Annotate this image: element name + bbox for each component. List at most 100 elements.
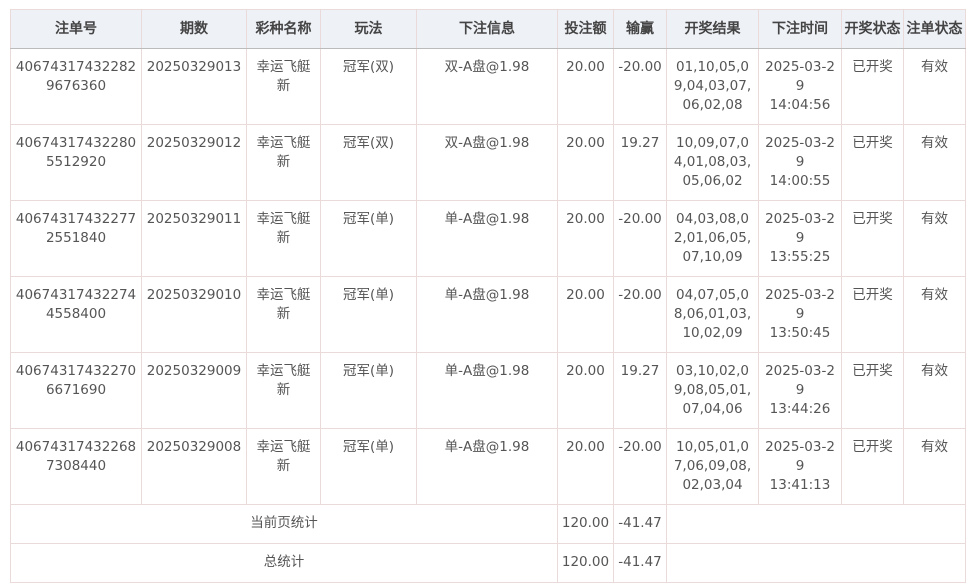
table-row: 406743174322744558400 20250329010 幸运飞艇新 冠军(…: [10, 276, 966, 353]
cell-draw-status: 已开奖: [841, 352, 904, 429]
cell-issue: 20250329013: [141, 48, 247, 125]
cell-order-status: 有效: [903, 428, 966, 505]
cell-bet-info: 双-A盘@1.98: [416, 124, 558, 201]
cell-bet-time: 2025-03-29 14:04:56: [758, 48, 842, 125]
cell-bet-amount: 20.00: [557, 276, 614, 353]
cell-bet-amount: 20.00: [557, 352, 614, 429]
bet-time-value: 13:50:45: [769, 325, 831, 341]
cell-bet-info: 单-A盘@1.98: [416, 276, 558, 353]
cell-bet-time: 2025-03-29 13:55:25: [758, 200, 842, 277]
header-bet-amount: 投注额: [557, 9, 614, 49]
cell-win-loss: -20.00: [613, 428, 667, 505]
header-win-loss: 输赢: [613, 9, 667, 49]
cell-draw-result: 04,03,08,02,01,06,05,07,10,09: [666, 200, 759, 277]
cell-bet-amount: 20.00: [557, 200, 614, 277]
summary-win-loss: -41.47: [613, 504, 667, 544]
table-row: 406743174322687308440 20250329008 幸运飞艇新 冠军(…: [10, 428, 966, 505]
cell-order-id: 406743174322744558400: [10, 276, 142, 353]
cell-order-status: 有效: [903, 48, 966, 125]
table-row: 406743174322805512920 20250329012 幸运飞艇新 冠军(…: [10, 124, 966, 201]
summary-empty: [666, 543, 966, 583]
cell-draw-result: 03,10,02,09,08,05,01,07,04,06: [666, 352, 759, 429]
cell-play-type: 冠军(单): [320, 200, 417, 277]
cell-win-loss: 19.27: [613, 124, 667, 201]
cell-order-status: 有效: [903, 200, 966, 277]
bet-time-value: 13:41:13: [769, 477, 831, 493]
cell-play-type: 冠军(单): [320, 276, 417, 353]
cell-order-id: 406743174322706671690: [10, 352, 142, 429]
cell-play-type: 冠军(双): [320, 124, 417, 201]
header-order-status: 注单状态: [903, 9, 966, 49]
cell-order-id: 406743174322829676360: [10, 48, 142, 125]
cell-draw-result: 10,09,07,04,01,08,03,05,06,02: [666, 124, 759, 201]
cell-draw-status: 已开奖: [841, 428, 904, 505]
cell-lottery-name: 幸运飞艇新: [246, 48, 321, 125]
cell-issue: 20250329011: [141, 200, 247, 277]
cell-bet-time: 2025-03-29 13:50:45: [758, 276, 842, 353]
cell-bet-time: 2025-03-29 13:44:26: [758, 352, 842, 429]
cell-lottery-name: 幸运飞艇新: [246, 352, 321, 429]
bet-date: 2025-03-29: [765, 135, 835, 170]
cell-draw-result: 01,10,05,09,04,03,07,06,02,08: [666, 48, 759, 125]
cell-draw-status: 已开奖: [841, 276, 904, 353]
cell-draw-status: 已开奖: [841, 200, 904, 277]
cell-play-type: 冠军(单): [320, 352, 417, 429]
cell-bet-info: 双-A盘@1.98: [416, 48, 558, 125]
cell-order-id: 406743174322805512920: [10, 124, 142, 201]
summary-row: 当前页统计 120.00 -41.47: [10, 504, 966, 544]
cell-win-loss: 19.27: [613, 352, 667, 429]
cell-bet-info: 单-A盘@1.98: [416, 428, 558, 505]
cell-bet-info: 单-A盘@1.98: [416, 352, 558, 429]
cell-draw-status: 已开奖: [841, 48, 904, 125]
bet-time-value: 14:04:56: [769, 97, 831, 113]
bet-time-value: 13:55:25: [769, 249, 831, 265]
cell-lottery-name: 幸运飞艇新: [246, 124, 321, 201]
cell-win-loss: -20.00: [613, 200, 667, 277]
cell-issue: 20250329008: [141, 428, 247, 505]
header-row: 注单号 期数 彩种名称 玩法 下注信息 投注额 输赢 开奖结果 下注时间 开奖状态 注单状态: [10, 9, 966, 49]
header-play-type: 玩法: [320, 9, 417, 49]
cell-draw-result: 10,05,01,07,06,09,08,02,03,04: [666, 428, 759, 505]
header-draw-result: 开奖结果: [666, 9, 759, 49]
cell-bet-amount: 20.00: [557, 48, 614, 125]
cell-lottery-name: 幸运飞艇新: [246, 276, 321, 353]
cell-bet-time: 2025-03-29 13:41:13: [758, 428, 842, 505]
cell-win-loss: -20.00: [613, 276, 667, 353]
bet-time-value: 14:00:55: [769, 173, 831, 189]
header-order-id: 注单号: [10, 9, 142, 49]
summary-amount: 120.00: [557, 504, 614, 544]
summary-win-loss: -41.47: [613, 543, 667, 583]
summary-amount: 120.00: [557, 543, 614, 583]
cell-win-loss: -20.00: [613, 48, 667, 125]
header-issue: 期数: [141, 9, 247, 49]
bet-date: 2025-03-29: [765, 363, 835, 398]
cell-bet-amount: 20.00: [557, 124, 614, 201]
cell-play-type: 冠军(单): [320, 428, 417, 505]
summary-empty: [666, 504, 966, 544]
cell-order-status: 有效: [903, 124, 966, 201]
bet-date: 2025-03-29: [765, 287, 835, 322]
cell-issue: 20250329010: [141, 276, 247, 353]
cell-bet-time: 2025-03-29 14:00:55: [758, 124, 842, 201]
header-draw-status: 开奖状态: [841, 9, 904, 49]
cell-lottery-name: 幸运飞艇新: [246, 200, 321, 277]
cell-play-type: 冠军(双): [320, 48, 417, 125]
bet-date: 2025-03-29: [765, 211, 835, 246]
table-row: 406743174322706671690 20250329009 幸运飞艇新 冠军(…: [10, 352, 966, 429]
bet-records-table: 注单号 期数 彩种名称 玩法 下注信息 投注额 输赢 开奖结果 下注时间 开奖状态 注单状态 406…: [10, 9, 966, 583]
cell-draw-result: 04,07,05,08,06,01,03,10,02,09: [666, 276, 759, 353]
table-row: 406743174322829676360 20250329013 幸运飞艇新 冠军(…: [10, 48, 966, 125]
cell-order-id: 406743174322772551840: [10, 200, 142, 277]
cell-order-status: 有效: [903, 276, 966, 353]
bet-date: 2025-03-29: [765, 439, 835, 474]
cell-bet-info: 单-A盘@1.98: [416, 200, 558, 277]
summary-label: 总统计: [10, 543, 558, 583]
cell-draw-status: 已开奖: [841, 124, 904, 201]
summary-row: 总统计 120.00 -41.47: [10, 543, 966, 583]
cell-lottery-name: 幸运飞艇新: [246, 428, 321, 505]
summary-label: 当前页统计: [10, 504, 558, 544]
cell-order-id: 406743174322687308440: [10, 428, 142, 505]
header-lottery-name: 彩种名称: [246, 9, 321, 49]
cell-bet-amount: 20.00: [557, 428, 614, 505]
bet-date: 2025-03-29: [765, 59, 835, 94]
